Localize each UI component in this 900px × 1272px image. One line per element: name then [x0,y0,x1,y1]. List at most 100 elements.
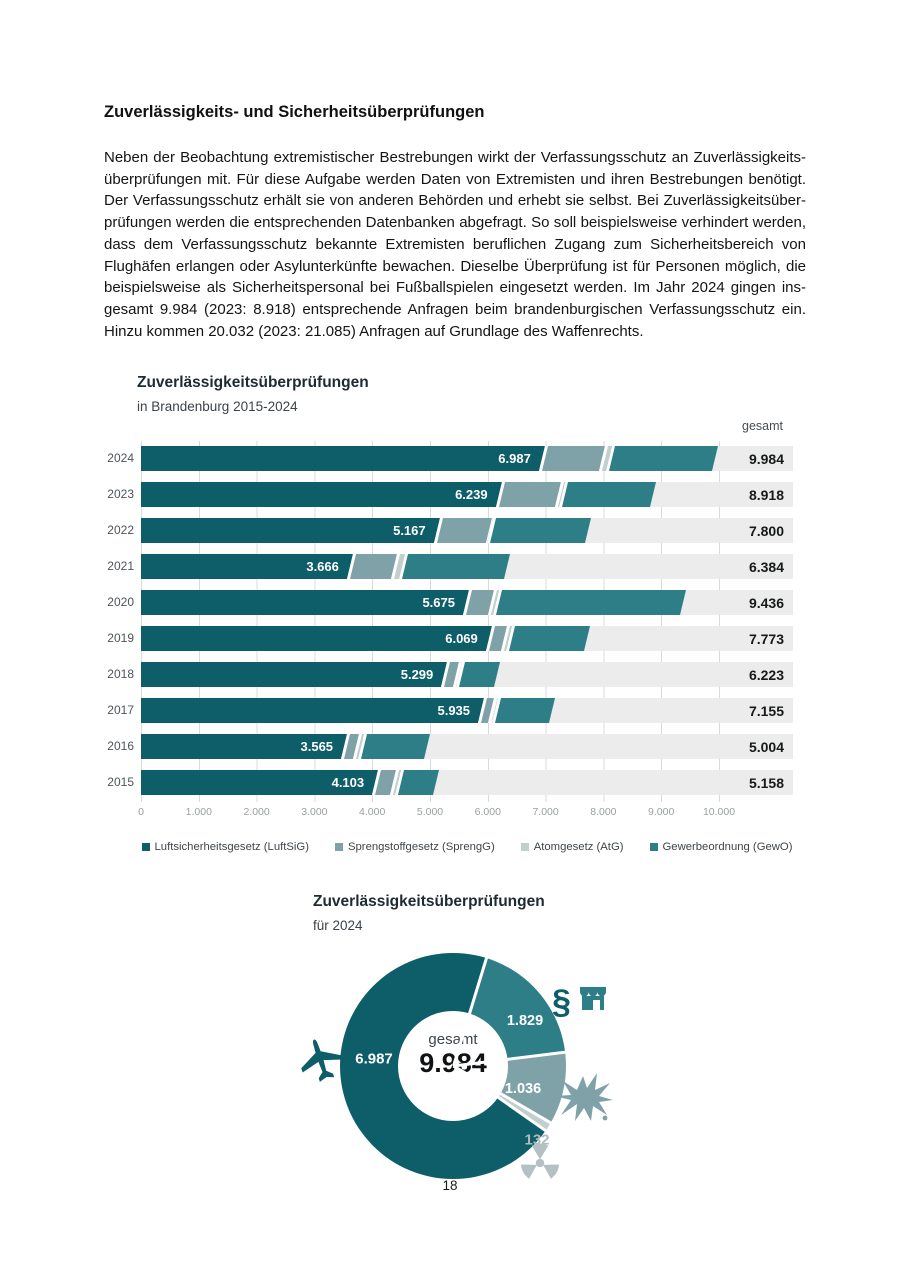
legend-label: Gewerbeordnung (GewO) [662,841,793,853]
bar-segment [433,518,492,543]
bar-segment [491,698,555,723]
total-value-label: 7.773 [748,631,784,647]
year-label: 2015 [107,775,134,789]
bar-chart-x-axis: 0 1.000 2.000 3.000 4.000 5.000 6.000 7.000 8.00… [0,806,900,820]
donut-slice-label-gewo: 1.829 [506,1013,544,1029]
paragraph-line: überprüfungen mit. Für diese Aufgabe wer… [104,170,806,188]
segment-value-label: 6.987 [498,451,531,466]
legend-swatch [649,843,658,851]
x-axis-tick-label: 9.000 [648,806,675,818]
donut-chart-title: Zuverlässigkeitsüberprüfungen [313,893,545,910]
year-label: 2018 [107,667,134,681]
total-value-label: 6.384 [748,559,784,575]
bar-segment [559,482,657,507]
total-value-label: 7.800 [748,523,784,539]
year-label: 2020 [107,595,134,609]
x-axis-tick-label: 6.000 [474,806,501,818]
bar-segment [493,590,687,615]
segment-value-label: 4.103 [331,775,365,790]
total-value-label: 5.004 [748,739,784,755]
bar-segment [398,554,510,579]
paragraph-line: Hinzu kommen 20.032 (2023: 21.085) Anfra… [104,322,644,340]
bar-chart-rows: 6.987 9.984 6.239 8.918 5.167 7.800 3.666 6.384… [141,446,793,806]
segment-value-label: 6.239 [455,487,488,502]
total-value-label: 8.918 [748,487,784,503]
legend-item: Gewerbeordnung (GewO) [649,841,793,853]
segment-value-label: 5.167 [393,523,426,538]
legend-swatch [141,843,150,851]
paragraph-sign: § [552,983,571,1021]
bar-segment [506,626,591,651]
paragraph-line: gesamt 9.984 (2023: 8.918) entsprechende… [104,300,806,318]
paragraph-line: beispielsweise als Sicherheitspersonal b… [104,279,806,297]
total-value-label: 6.223 [748,667,784,683]
year-label: 2022 [107,523,134,537]
total-value-label: 5.158 [748,775,784,791]
x-axis-tick-label: 4.000 [359,806,386,818]
bar-row: 4.103 5.158 [141,770,793,795]
paragraph-line: Der Verfassungsschutz erhält sie von and… [104,192,806,210]
donut-chart-subtitle: für 2024 [313,918,363,933]
segment-value-label: 5.675 [422,595,455,610]
bar-segment [487,518,592,543]
x-axis-tick-label: 1.000 [185,806,212,818]
bar-chart-title: Zuverlässigkeitsüberprüfungen [137,374,369,391]
explosion-icon [553,1070,613,1124]
year-label: 2024 [107,451,134,465]
bar-segment [606,446,719,471]
total-column-header: gesamt [742,419,783,433]
bar-segment [538,446,605,471]
bar-row: 5.167 7.800 [141,518,793,543]
body-paragraph: Neben der Beobachtung extremistischer Be… [104,147,806,342]
legend-label: Luftsicherheitsgesetz (LuftSiG) [154,841,309,853]
total-value-label: 9.436 [748,595,784,611]
segment-value-label: 3.565 [300,739,334,754]
paragraph-line: dass dem Verfassungsschutz bekannte Extr… [104,235,806,253]
page-heading: Zuverlässigkeits- und Sicherheitsüberprü… [104,103,485,121]
segment-value-label: 3.666 [306,559,339,574]
legend-label: Sprengstoffgesetz (SprengG) [347,841,495,853]
x-axis-tick-label: 2.000 [243,806,270,818]
legend-swatch [334,843,343,851]
total-value-label: 9.984 [748,451,784,467]
x-axis-tick-label: 5.000 [416,806,444,818]
bar-row: 5.935 7.155 [141,698,793,723]
bar-chart-year-labels: 2024 2023 2022 2021 2020 2019 2018 2017 2016 2015 [94,446,134,806]
paragraph-line: Flughäfen erlangen oder Asylunterkünfte … [104,257,806,275]
x-axis-tick-label: 10.000 [702,806,736,818]
year-label: 2017 [107,703,134,717]
segment-value-label: 6.069 [445,631,478,646]
footer-rule [97,1262,823,1272]
bar-row: 3.565 5.004 [141,734,793,759]
bar-chart-subtitle: in Brandenburg 2015-2024 [137,399,298,414]
paragraph-line: prüfungen werden die entsprechenden Date… [104,214,806,232]
bar-row: 6.987 9.984 [141,446,793,471]
bar-chart-legend: Luftsicherheitsgesetz (LuftSiG) Sprengsto… [131,841,803,853]
segment-value-label: 5.299 [400,667,434,682]
airplane-icon [291,1031,351,1091]
bar-row: 6.239 8.918 [141,482,793,507]
year-label: 2023 [107,487,134,501]
donut-center-label: gesamt [428,1031,478,1048]
page-number: 18 [442,1178,458,1193]
bar-segment [395,770,440,795]
bar-row: 3.666 6.384 [141,554,793,579]
paragraph-shop-icon: § [552,983,610,1027]
legend-label: Atomgesetz (AtG) [533,841,624,853]
radiation-icon [518,1143,562,1183]
legend-swatch [520,843,529,851]
donut-slice-label-sprengg: 1.036 [504,1081,542,1097]
year-label: 2021 [107,559,134,573]
bar-segment [357,734,431,759]
paragraph-line: Neben der Beobachtung extremistischer Be… [104,149,806,166]
bar-row: 6.069 7.773 [141,626,793,651]
x-axis-tick-label: 0 [138,806,144,818]
bar-segment [346,554,397,579]
legend-item: Atomgesetz (AtG) [520,841,624,853]
year-label: 2016 [107,739,134,753]
bar-segment [495,482,561,507]
year-label: 2019 [107,631,134,645]
x-axis-tick-label: 3.000 [301,806,328,818]
legend-item: Sprengstoffgesetz (SprengG) [334,841,495,853]
